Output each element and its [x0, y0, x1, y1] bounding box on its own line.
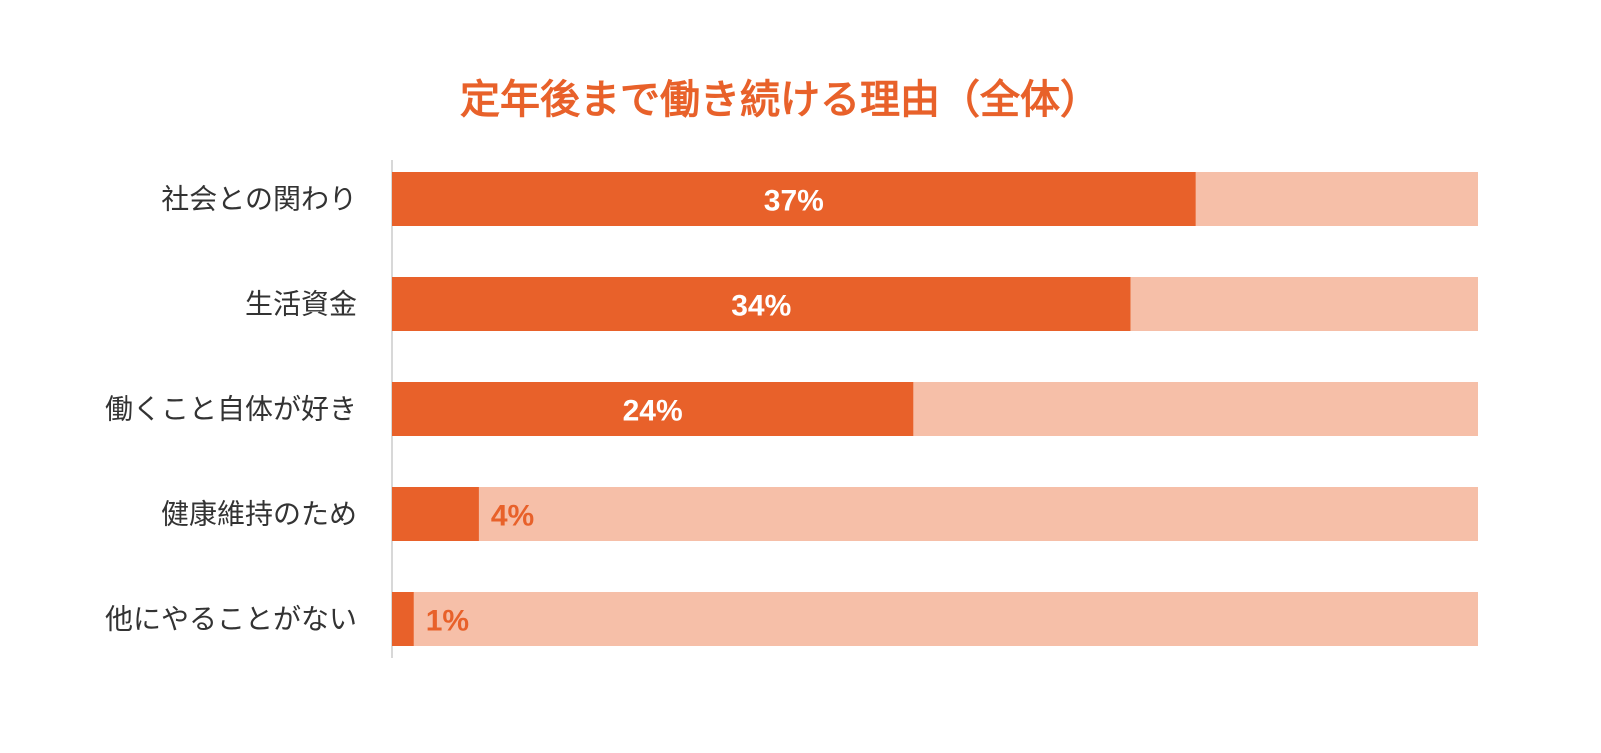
- bar-track: [392, 487, 1478, 541]
- bar: [392, 172, 1196, 226]
- category-label: 健康維持のため: [161, 498, 357, 531]
- chart-title: 定年後まで働き続ける理由（全体）: [460, 77, 1100, 123]
- bar-track: [392, 592, 1478, 646]
- category-label: 働くこと自体が好き: [105, 393, 357, 426]
- bar: [392, 382, 914, 436]
- value-label: 34%: [731, 290, 791, 323]
- value-label: 24%: [623, 395, 683, 428]
- category-label: 生活資金: [245, 288, 357, 321]
- category-label: 他にやることがない: [105, 603, 357, 636]
- category-label: 社会との関わり: [161, 183, 357, 216]
- value-label: 4%: [491, 500, 534, 533]
- bar: [392, 592, 414, 646]
- value-label: 37%: [764, 185, 824, 218]
- bar: [392, 487, 479, 541]
- bar: [392, 277, 1131, 331]
- value-label: 1%: [426, 605, 469, 638]
